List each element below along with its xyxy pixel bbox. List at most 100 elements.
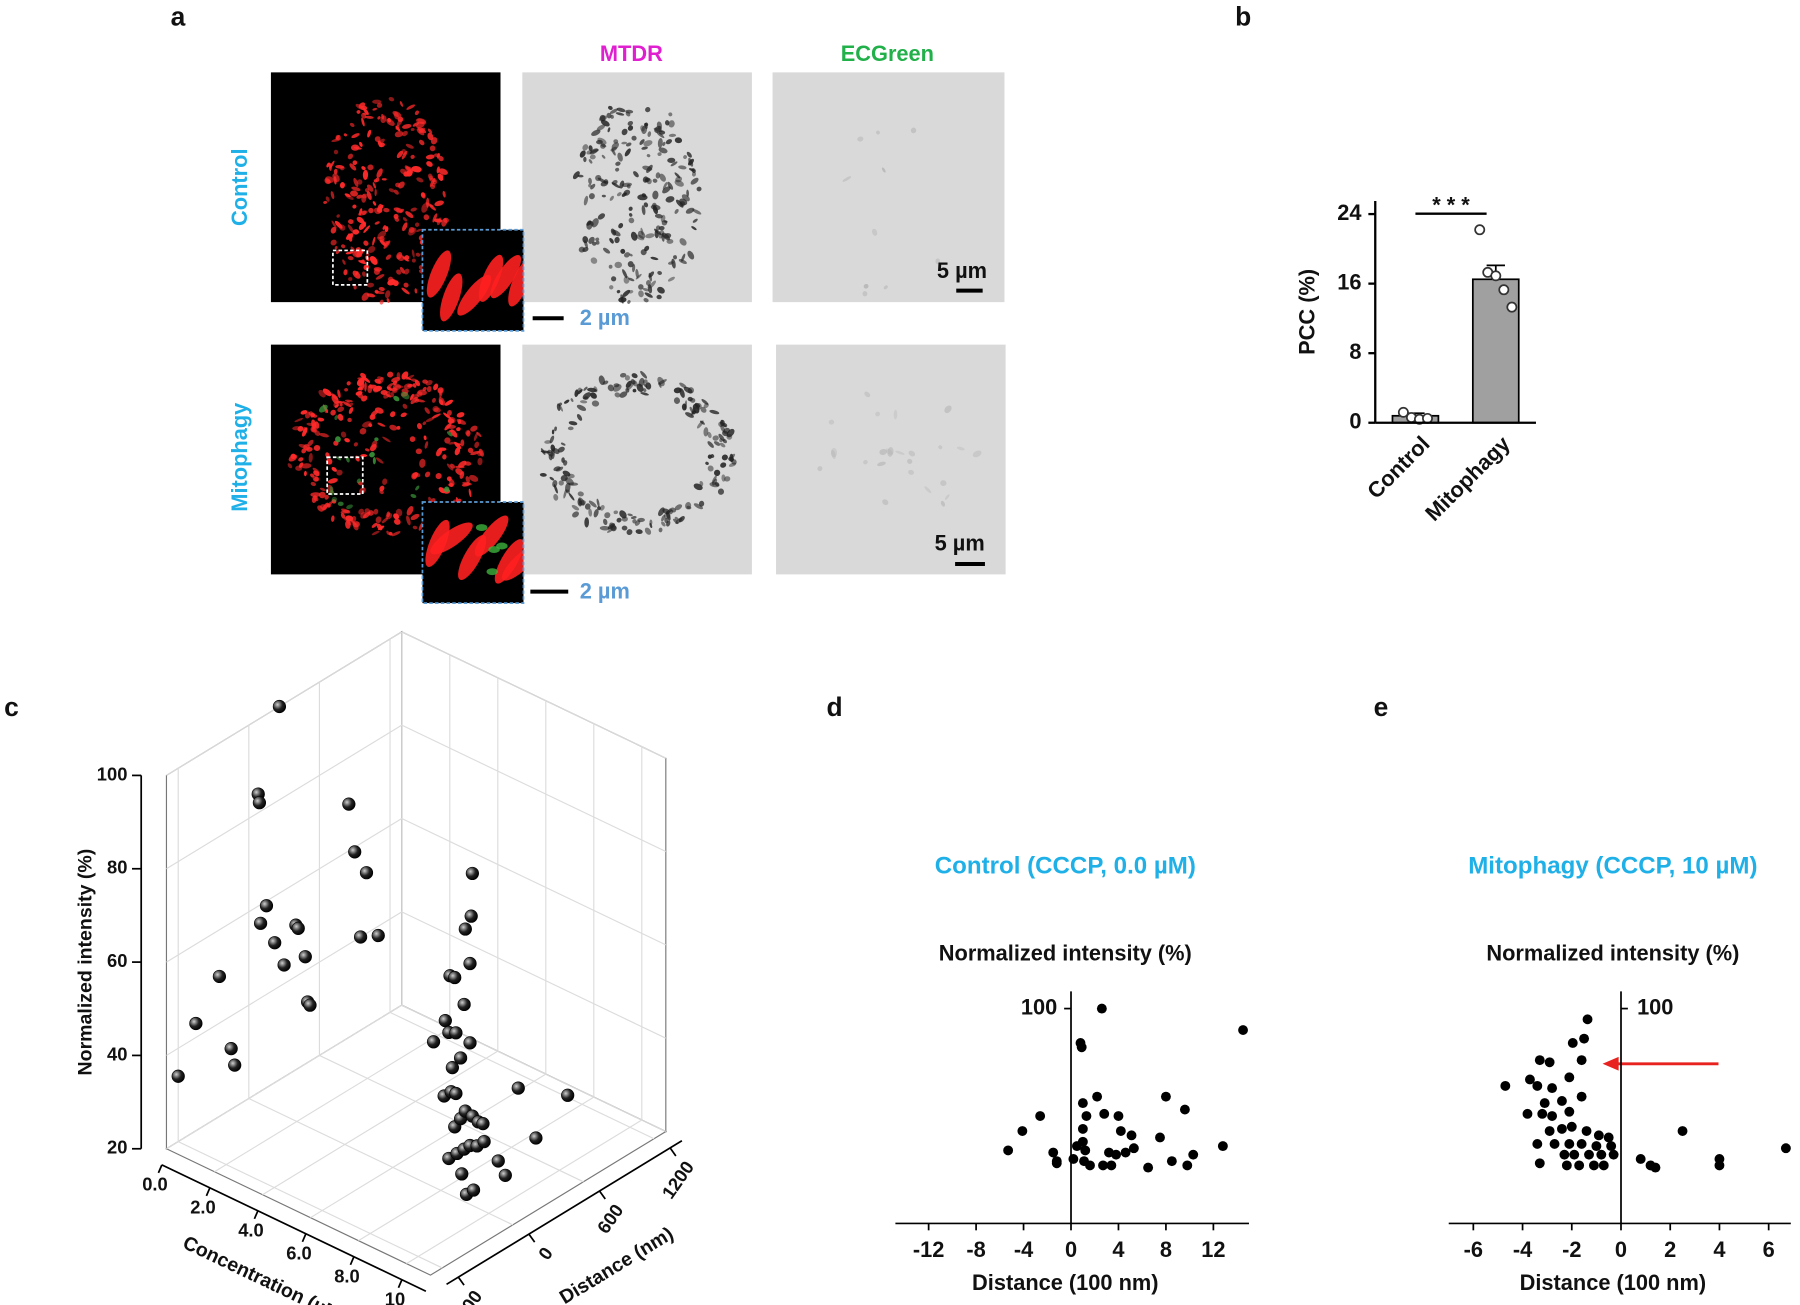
- image-texture: [486, 568, 499, 576]
- image-texture: [908, 450, 916, 457]
- image-texture: [609, 195, 614, 201]
- x-tick-label: 4.0: [238, 1219, 264, 1240]
- image-texture: [462, 481, 472, 486]
- image-texture: [325, 179, 331, 184]
- image-texture: [410, 207, 417, 212]
- grid-line: [214, 1027, 451, 1173]
- image-texture: [698, 500, 705, 507]
- image-texture: [362, 107, 369, 115]
- z-axis-label: Normalized intensity (%): [74, 849, 96, 1076]
- data-point: [1188, 1149, 1199, 1160]
- image-texture: [379, 485, 385, 492]
- data-point: [1606, 1141, 1617, 1152]
- image-texture: [465, 476, 470, 483]
- data-point: [561, 1088, 575, 1102]
- image-texture: [679, 388, 685, 398]
- image-texture: [685, 412, 694, 418]
- image-texture: [652, 205, 658, 215]
- image-texture: [446, 410, 452, 416]
- image-texture: [392, 380, 398, 386]
- image-texture: [438, 168, 448, 175]
- image-texture: [346, 233, 354, 240]
- image-texture: [396, 254, 405, 262]
- image-texture: [385, 254, 392, 260]
- data-point: [1566, 1121, 1577, 1132]
- image-texture: [415, 448, 423, 455]
- image-texture: [450, 429, 458, 438]
- image-texture: [356, 391, 364, 399]
- image-texture: [599, 525, 610, 531]
- image-texture: [642, 176, 649, 183]
- chart-title: Mitophagy (CCCP, 10 µM): [1468, 853, 1757, 880]
- data-point: [458, 922, 472, 936]
- image-texture: [632, 388, 637, 393]
- image-texture: [434, 200, 444, 207]
- image-texture: [656, 131, 665, 139]
- data-point: [426, 1035, 441, 1049]
- data-point: [1051, 1158, 1062, 1169]
- image-texture: [603, 518, 608, 525]
- image-texture: [376, 523, 383, 531]
- data-point: [1579, 1033, 1590, 1044]
- data-point: [303, 998, 317, 1012]
- y-axis-label: PCC (%): [1294, 269, 1319, 355]
- image-texture: [407, 383, 413, 388]
- image-texture: [329, 160, 335, 169]
- image-texture: [640, 370, 648, 379]
- tick: [669, 1147, 677, 1157]
- image-texture: [381, 113, 385, 120]
- image-texture: [361, 271, 366, 277]
- x-tick-label: 0: [1615, 1237, 1627, 1262]
- data-point: [1603, 1132, 1614, 1143]
- image-texture: [382, 241, 389, 246]
- image-texture: [627, 120, 634, 126]
- image-texture: [344, 388, 349, 392]
- data-point: [457, 997, 471, 1012]
- image-texture: [596, 498, 600, 507]
- image-texture: [375, 457, 384, 464]
- image-texture: [593, 509, 599, 518]
- image-texture: [427, 173, 433, 180]
- image-texture: [587, 387, 597, 393]
- image-texture: [415, 399, 426, 403]
- image-texture: [556, 403, 561, 411]
- image-texture: [637, 517, 645, 523]
- image-texture: [368, 207, 374, 214]
- image-texture: [566, 489, 571, 494]
- image-texture: [386, 298, 390, 303]
- image-texture: [658, 507, 665, 517]
- image-texture: [501, 544, 524, 581]
- image-texture: [552, 480, 558, 488]
- image-texture: [611, 142, 619, 150]
- image-texture: [553, 466, 561, 472]
- image-texture: [611, 276, 617, 282]
- image-texture: [558, 480, 564, 486]
- ecgreen-image: [772, 72, 1005, 303]
- data-point: [1126, 1130, 1137, 1141]
- image-texture: [650, 256, 659, 261]
- image-texture: [310, 481, 317, 487]
- image-texture: [661, 521, 666, 527]
- image-texture: [348, 219, 354, 225]
- x-tick-label: 8: [1160, 1237, 1172, 1262]
- image-texture: [412, 525, 418, 530]
- image-texture: [703, 403, 709, 409]
- inset-content: [425, 515, 524, 584]
- image-texture: [628, 206, 633, 211]
- image-texture: [357, 210, 368, 216]
- image-texture: [601, 194, 606, 198]
- image-texture: [314, 430, 321, 436]
- image-texture: [862, 291, 868, 297]
- image-texture: [374, 407, 384, 414]
- image-texture: [632, 264, 636, 273]
- image-texture: [721, 474, 726, 482]
- image-texture: [662, 141, 666, 147]
- image-texture: [402, 222, 408, 232]
- image-texture: [940, 480, 947, 486]
- image-texture: [373, 387, 380, 393]
- image-texture: [351, 133, 360, 139]
- panel-label: a: [171, 1, 186, 31]
- image-texture: [391, 376, 401, 383]
- image-texture: [689, 397, 696, 403]
- tick: [397, 1279, 403, 1289]
